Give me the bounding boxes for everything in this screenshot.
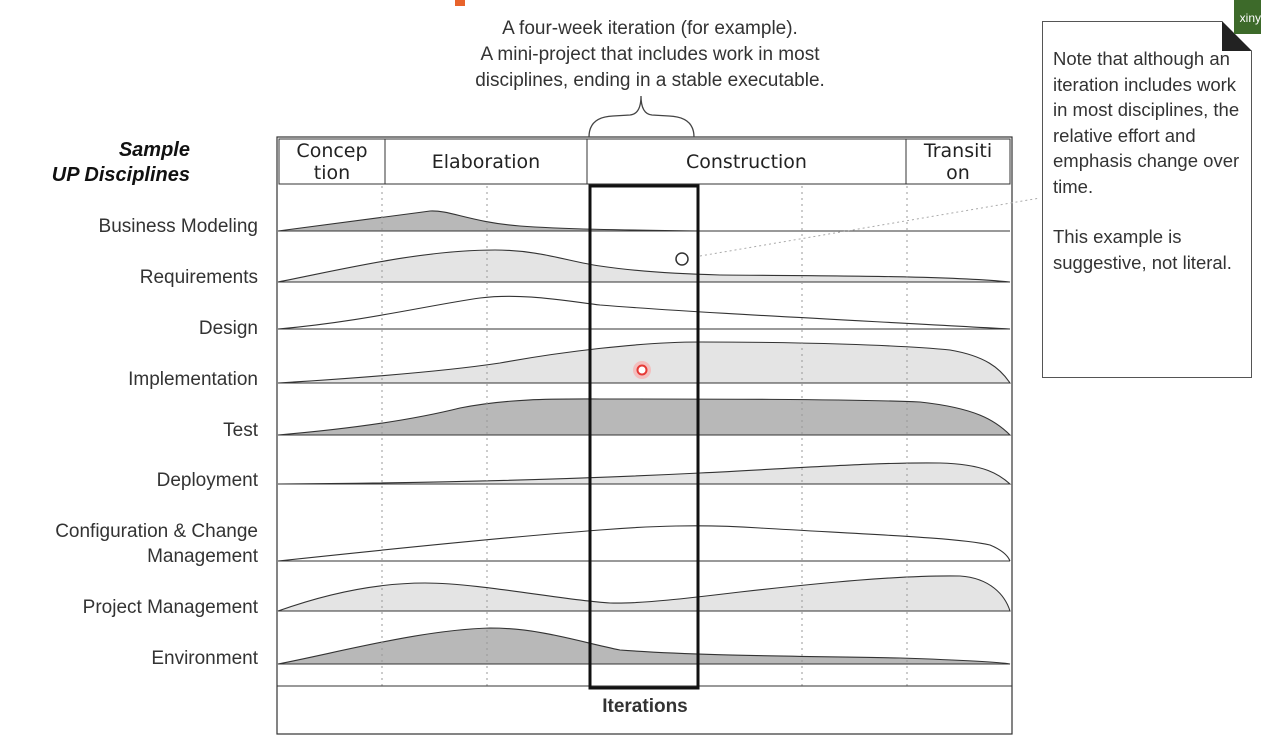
phase-transition: Transiti on bbox=[907, 138, 1009, 186]
diagram-frame bbox=[276, 136, 1013, 735]
effort-curve-test bbox=[277, 398, 1012, 436]
phase-elaboration: Elaboration bbox=[386, 140, 586, 184]
iteration-annotation: A four-week iteration (for example). A m… bbox=[380, 16, 920, 94]
iteration-annotation-line-2: A mini-project that includes work in mos… bbox=[480, 44, 820, 65]
disciplines-title: Sample UP Disciplines bbox=[10, 138, 190, 188]
top-accent-mark bbox=[455, 0, 465, 6]
effort-curve-business-modeling bbox=[277, 210, 1010, 232]
effort-curve-project-management bbox=[277, 575, 1011, 612]
effort-curves bbox=[277, 210, 1012, 665]
discipline-deployment: Deployment bbox=[156, 470, 258, 491]
discipline-test: Test bbox=[223, 420, 258, 441]
iteration-brace bbox=[588, 95, 695, 138]
note-pointer-line bbox=[699, 197, 1041, 257]
effort-curve-deployment bbox=[277, 462, 1012, 485]
diagram-grid bbox=[276, 95, 1041, 735]
disciplines-title-line-2: UP Disciplines bbox=[51, 164, 190, 186]
iterations-label: Iterations bbox=[602, 696, 688, 717]
cursor-marker bbox=[636, 364, 648, 376]
discipline-environment: Environment bbox=[151, 648, 258, 669]
phase-transition-label: Transiti on bbox=[923, 140, 993, 184]
side-note-paragraph-1: Note that although an iteration includes… bbox=[1053, 48, 1240, 197]
discipline-design: Design bbox=[198, 318, 258, 339]
phase-construction: Construction bbox=[588, 140, 905, 184]
discipline-business-modeling: Business Modeling bbox=[98, 216, 258, 237]
iteration-annotation-line-1: A four-week iteration (for example). bbox=[502, 18, 798, 39]
discipline-requirements: Requirements bbox=[139, 267, 258, 288]
phase-elaboration-label: Elaboration bbox=[431, 151, 541, 173]
discipline-project-management: Project Management bbox=[82, 597, 258, 618]
effort-curve-design bbox=[277, 295, 1011, 330]
effort-curve-configuration-change-management bbox=[277, 525, 1011, 562]
phase-header-box bbox=[278, 138, 1011, 185]
effort-curve-environment bbox=[277, 627, 1011, 665]
effort-curve-requirements bbox=[277, 249, 1011, 283]
side-note-box: Note that although an iteration includes… bbox=[1042, 21, 1252, 378]
discipline-implementation: Implementation bbox=[128, 369, 258, 390]
iteration-annotation-line-3: disciplines, ending in a stable executab… bbox=[475, 70, 825, 91]
side-note-text: Note that although an iteration includes… bbox=[1053, 46, 1241, 300]
phase-construction-label: Construction bbox=[686, 151, 807, 173]
discipline-configuration-change-management: Configuration & Change Management bbox=[55, 521, 258, 567]
phase-inception-label: Concep tion bbox=[296, 140, 368, 184]
side-note-paragraph-2: This example is suggestive, not literal. bbox=[1053, 226, 1232, 273]
highlighted-iteration bbox=[588, 184, 700, 690]
note-pointer-circle bbox=[675, 252, 689, 266]
corner-badge: xiny bbox=[1234, 0, 1261, 34]
disciplines-title-line-1: Sample bbox=[118, 139, 190, 161]
phase-inception: Concep tion bbox=[280, 138, 384, 186]
